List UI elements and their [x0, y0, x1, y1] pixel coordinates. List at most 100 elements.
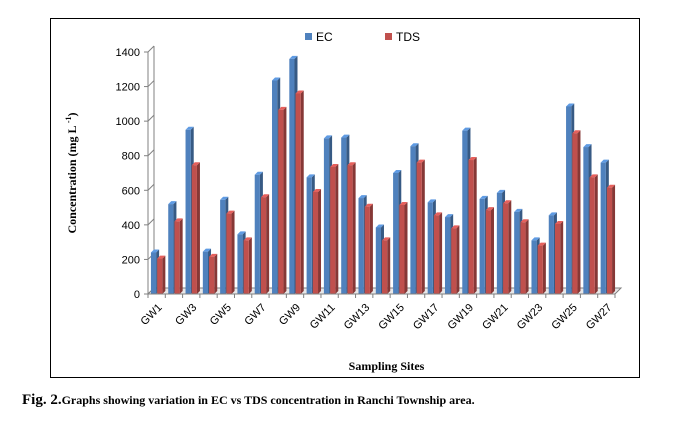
legend-swatch-tds: [385, 33, 392, 40]
bar-side-tds: [577, 130, 581, 294]
bar-tds-gw20: [485, 210, 491, 294]
bar-ec-gw2: [168, 204, 174, 294]
bar-tds-gw2: [174, 221, 180, 294]
bar-ec-gw20: [479, 198, 485, 294]
bar-tds-gw18: [451, 228, 457, 294]
bar-top-tds: [226, 210, 235, 214]
bar-top-tds: [589, 174, 598, 178]
bar-top-ec: [150, 249, 160, 253]
bar-side-tds: [404, 201, 408, 294]
bar-top-ec: [531, 237, 540, 241]
bar-ec-gw4: [202, 251, 209, 294]
bar-ec-gw22: [514, 211, 520, 294]
bar-ec-gw8: [272, 80, 278, 295]
figure-label: Fig. 2.: [22, 392, 62, 408]
bar-side-tds: [266, 194, 270, 294]
x-tick-label: GW25: [549, 302, 580, 333]
bar-top-tds: [572, 130, 581, 134]
bar-side-tds: [612, 184, 616, 294]
bar-top-tds: [399, 201, 408, 205]
bar-side-tds: [369, 203, 373, 294]
bar-ec-gw25: [566, 106, 572, 294]
bar-top-ec: [375, 224, 384, 228]
x-tick-label: GW13: [342, 302, 373, 333]
bar-tds-gw3: [191, 165, 197, 294]
bar-top-tds: [554, 220, 564, 224]
bar-ec-gw18: [444, 217, 451, 294]
x-tick-label: GW11: [308, 302, 338, 332]
bar-side-tds: [490, 207, 494, 294]
bar-tds-gw12: [347, 165, 353, 294]
bar-ec-gw3: [185, 129, 191, 294]
bar-top-ec: [202, 248, 212, 252]
x-tick-label: GW15: [376, 302, 407, 333]
bar-top-tds: [485, 207, 494, 211]
y-tick-label: 1400: [116, 47, 140, 59]
bar-ec-gw19: [462, 130, 468, 294]
bar-top-tds: [330, 163, 339, 167]
bar-tds-gw21: [503, 203, 509, 294]
bar-top-ec: [220, 196, 229, 200]
bar-top-tds: [260, 194, 270, 198]
y-tick-depth: [147, 218, 155, 226]
bar-ec-gw17: [427, 202, 433, 294]
y-tick-depth: [147, 149, 155, 157]
bar-ec-gw15: [393, 173, 399, 294]
bar-tds-gw13: [364, 206, 370, 294]
bar-top-ec: [600, 159, 609, 163]
bar-tds-gw27: [606, 187, 613, 294]
bar-top-ec: [393, 170, 402, 173]
bar-top-tds: [347, 162, 356, 166]
bar-top-ec: [237, 231, 246, 235]
bar-side-tds: [439, 212, 443, 294]
bar-top-tds: [174, 218, 183, 222]
bar-ec-gw5: [220, 199, 226, 294]
bar-top-tds: [191, 162, 200, 166]
bar-top-tds: [468, 157, 477, 161]
bar-tds-gw17: [433, 215, 440, 294]
legend-swatch-ec: [305, 33, 312, 40]
y-tick-depth: [147, 80, 155, 87]
bar-side-tds: [162, 255, 166, 294]
bar-tds-gw26: [589, 177, 595, 294]
bar-top-tds: [243, 237, 252, 241]
bar-tds-gw14: [382, 240, 388, 294]
legend-label-tds: TDS: [396, 30, 420, 44]
bar-ec-gw23: [531, 240, 537, 294]
bar-tds-gw25: [572, 133, 578, 294]
bar-top-ec: [462, 127, 471, 131]
x-tick-label: GW21: [480, 302, 511, 333]
bar-side-tds: [231, 210, 235, 294]
bar-top-ec: [272, 77, 281, 81]
bar-side-tds: [352, 162, 356, 294]
y-axis-title: Concentration (mg L -1): [64, 113, 79, 234]
bar-side-tds: [318, 189, 322, 294]
bar-tds-gw5: [226, 213, 232, 294]
x-tick-label: GW1: [139, 302, 165, 328]
bar-top-ec: [323, 135, 333, 139]
bar-top-ec: [341, 134, 350, 138]
bar-top-tds: [451, 225, 460, 229]
bar-side-tds: [560, 220, 564, 294]
y-tick-depth: [147, 114, 155, 122]
bar-tds-gw9: [295, 93, 301, 294]
bar-side-tds: [473, 157, 477, 294]
bar-tds-gw15: [399, 204, 405, 294]
x-tick-label: GW23: [515, 302, 546, 333]
bar-ec-gw24: [548, 215, 554, 294]
y-tick-label: 0: [134, 289, 140, 301]
bar-top-tds: [606, 184, 616, 188]
bar-ec-gw10: [306, 177, 312, 294]
bar-ec-gw27: [600, 162, 606, 294]
bar-top-ec: [358, 195, 367, 199]
bar-top-ec: [548, 212, 557, 216]
y-tick-label: 400: [122, 220, 140, 232]
bar-ec-gw7: [254, 174, 260, 294]
bar-side-tds: [300, 90, 304, 294]
y-tick-label: 200: [122, 254, 140, 266]
bar-top-ec: [496, 189, 506, 193]
bar-tds-gw22: [520, 222, 526, 294]
bar-top-tds: [416, 159, 425, 163]
bar-top-ec: [514, 208, 523, 212]
bar-top-tds: [209, 253, 218, 257]
